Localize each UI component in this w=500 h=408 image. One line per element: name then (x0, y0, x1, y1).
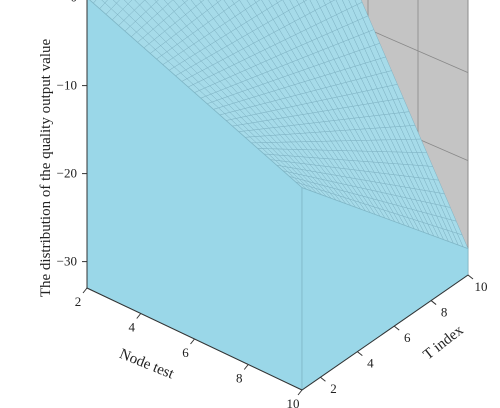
x-tick-label: 6 (182, 345, 189, 360)
z-tick-label: −30 (57, 254, 77, 269)
x-tick-mark (82, 287, 88, 294)
x-tick-mark (190, 338, 195, 345)
x-axis-line (86, 287, 303, 391)
z-axis-label: The distribution of the quality output v… (38, 39, 54, 298)
z-tick-label: 0 (71, 0, 78, 5)
y-axis-label: T index (421, 322, 467, 363)
tick-labels: −30−20−100102030246810246810 (57, 0, 488, 408)
surface-mesh (89, 0, 469, 250)
surface-plot (86, 0, 469, 391)
x-tick-label: 8 (236, 371, 243, 386)
z-tick-label: −20 (57, 166, 77, 181)
y-tick-mark (430, 300, 437, 305)
y-axis-line (301, 274, 469, 391)
surface-cell (134, 0, 146, 6)
y-tick-label: 6 (404, 330, 411, 345)
x-tick-label: 2 (75, 294, 82, 309)
y-tick-label: 4 (367, 356, 374, 371)
y-tick-label: 8 (441, 305, 448, 320)
surface-cell (182, 0, 189, 4)
surface-cell (123, 0, 133, 5)
surface-cell (163, 0, 174, 5)
y-tick-mark (357, 351, 363, 357)
surface-cell (215, 0, 222, 3)
x-tick-label: 10 (287, 396, 300, 408)
y-tick-label: 10 (475, 279, 488, 294)
x-tick-label: 4 (129, 320, 136, 335)
z-tick-label: −10 (57, 78, 77, 93)
x-tick-mark (243, 364, 249, 370)
x-tick-mark (297, 389, 303, 396)
x-axis-label: Node test (117, 346, 177, 383)
surface-cell (101, 0, 108, 4)
surface-cell (112, 0, 120, 4)
y-tick-label: 2 (330, 381, 337, 396)
y-tick-mark (467, 274, 474, 280)
surface-cell (154, 0, 159, 3)
y-tick-mark (393, 325, 400, 331)
x-tick-mark (136, 313, 142, 319)
y-tick-mark (320, 376, 326, 382)
